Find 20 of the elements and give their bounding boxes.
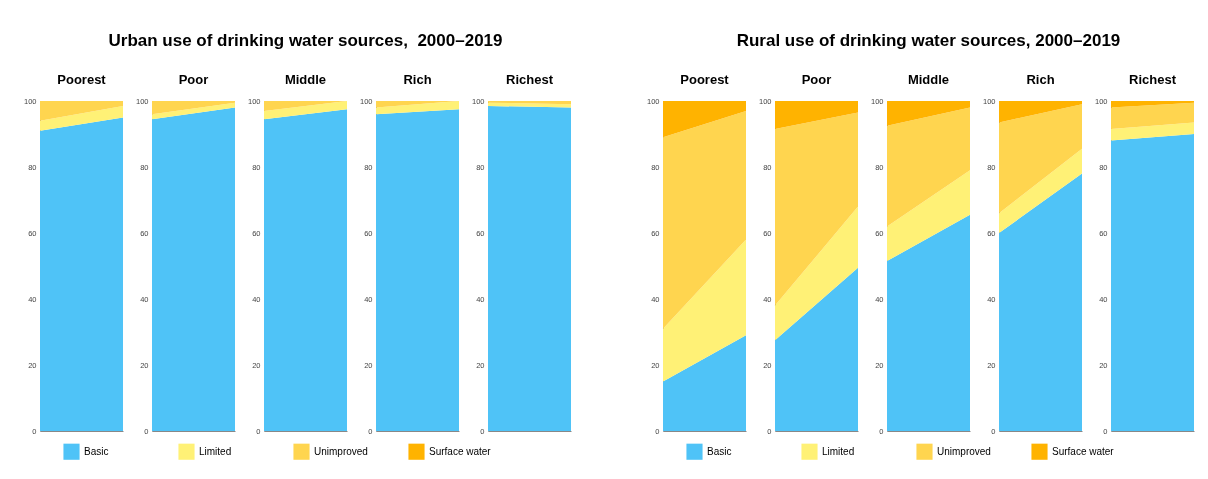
- chart-title: Poorest: [680, 72, 730, 87]
- chart-title: Poor: [178, 72, 209, 87]
- legend-label: Unimproved: [314, 445, 368, 457]
- chart-title: Middle: [284, 72, 327, 87]
- text: Urban use of drinking water sources, 2000–2019: [107, 31, 504, 51]
- chart-title: Rich: [1026, 72, 1055, 87]
- chart-title: Richest: [506, 72, 554, 87]
- chart-title: Middle: [907, 72, 950, 87]
- legend-label: Surface water: [1052, 445, 1115, 457]
- legend-label: Basic: [84, 445, 109, 457]
- chart-title: Poorest: [57, 72, 107, 87]
- legend-label: Unimproved: [937, 445, 991, 457]
- legend-label: Limited: [822, 445, 855, 457]
- chart-title: Richest: [1129, 72, 1177, 87]
- chart-title: Rich: [403, 72, 432, 87]
- text: Rural use of drinking water sources, 2000–2019: [735, 31, 1122, 51]
- legend-label: Basic: [707, 445, 732, 457]
- chart-title: Poor: [801, 72, 832, 87]
- legend-label: Surface water: [429, 445, 492, 457]
- legend-label: Limited: [199, 445, 232, 457]
